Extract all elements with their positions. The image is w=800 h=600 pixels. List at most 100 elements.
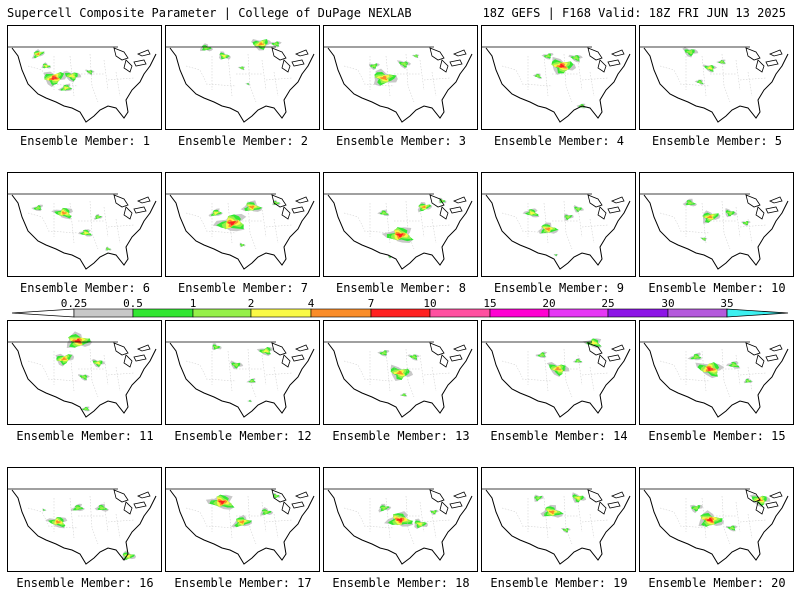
state-line — [431, 218, 437, 244]
great-lake — [597, 354, 607, 368]
state-line — [265, 77, 293, 81]
scp-blob — [407, 354, 420, 361]
colorbar-segment — [192, 308, 252, 318]
state-line — [185, 507, 207, 525]
us-map — [166, 39, 315, 123]
scp-blob — [239, 242, 246, 248]
state-line — [543, 497, 549, 539]
great-lake — [449, 354, 463, 362]
state-line — [501, 360, 523, 378]
ensemble-map-panel — [481, 467, 636, 572]
state-line — [89, 200, 99, 250]
colorbar-segment — [489, 308, 550, 318]
colorbar-segment — [667, 308, 728, 318]
state-line — [423, 224, 451, 228]
coastline — [643, 342, 789, 418]
scp-blob — [42, 508, 47, 512]
scp-blob — [269, 41, 282, 48]
scp-blob — [41, 62, 52, 69]
great-lake — [765, 206, 779, 214]
ensemble-member-label: Ensemble Member: 3 — [335, 134, 467, 148]
us-map — [8, 193, 157, 270]
colorbar-tick-label: 35 — [720, 297, 734, 310]
state-line — [205, 525, 237, 529]
great-lake — [291, 501, 305, 509]
scp-blob — [377, 349, 390, 357]
state-line — [385, 202, 391, 244]
great-lake — [137, 49, 151, 57]
great-lake — [765, 501, 779, 509]
scp-blob — [93, 213, 103, 220]
state-line — [405, 53, 415, 103]
state-line — [701, 350, 707, 392]
state-line — [115, 513, 121, 539]
state-line — [405, 348, 415, 398]
us-map — [324, 193, 473, 270]
us-map — [640, 193, 789, 270]
great-lake — [745, 47, 761, 61]
great-lake — [281, 59, 291, 73]
state-line — [261, 354, 267, 386]
state-line — [385, 497, 391, 539]
coastline — [643, 194, 789, 270]
state-line — [103, 206, 109, 238]
us-map — [324, 488, 473, 565]
colorbar-tick-label: 4 — [307, 297, 315, 310]
great-lake — [755, 501, 765, 515]
scp-blob — [560, 527, 571, 534]
ensemble-member-label: Ensemble Member: 17 — [174, 576, 312, 590]
state-line — [423, 77, 451, 81]
state-line — [419, 354, 425, 386]
scp-blob — [80, 406, 90, 412]
state-line — [563, 200, 573, 250]
state-line — [521, 378, 553, 382]
great-lake — [295, 491, 309, 499]
great-lake — [271, 489, 287, 503]
great-lake — [769, 196, 783, 204]
great-lake — [113, 342, 129, 356]
great-lake — [453, 491, 467, 499]
great-lake — [607, 206, 621, 214]
great-lake — [439, 206, 449, 220]
scp-blob — [396, 60, 411, 69]
colorbar-tick-label: 30 — [661, 297, 675, 310]
state-line — [501, 507, 523, 525]
us-map — [8, 488, 157, 565]
colorbar-segment — [73, 308, 134, 318]
state-line — [261, 206, 267, 238]
ensemble-member-label: Ensemble Member: 8 — [335, 281, 467, 295]
ensemble-member-label: Ensemble Member: 9 — [493, 281, 625, 295]
scp-blob — [546, 362, 570, 378]
page-title: Supercell Composite Parameter | College … — [7, 6, 412, 20]
great-lake — [137, 196, 151, 204]
scp-blob — [55, 353, 75, 367]
great-lake — [745, 194, 761, 208]
coastline — [169, 194, 315, 270]
great-lake — [133, 206, 147, 214]
great-lake — [429, 489, 445, 503]
scp-blob — [573, 204, 584, 213]
colorbar-segment — [310, 308, 372, 318]
state-line — [107, 224, 135, 228]
us-map — [8, 331, 157, 418]
ensemble-map-panel — [323, 25, 478, 130]
state-line — [721, 200, 731, 250]
ensemble-member-label: Ensemble Member: 18 — [332, 576, 470, 590]
scp-blob — [246, 378, 256, 384]
great-lake — [587, 194, 603, 208]
scp-blob — [740, 220, 751, 227]
us-map — [166, 341, 315, 418]
state-line — [679, 83, 711, 87]
state-line — [721, 53, 731, 103]
great-lake — [587, 47, 603, 61]
state-line — [589, 71, 595, 97]
color-scale-bar — [11, 308, 789, 318]
coastline — [327, 489, 473, 565]
state-line — [185, 212, 207, 230]
scp-blob — [78, 229, 93, 237]
great-lake — [765, 354, 779, 362]
scp-blob — [378, 503, 392, 513]
great-lake — [123, 501, 133, 515]
scp-blob — [572, 357, 583, 364]
scp-blob — [205, 494, 235, 510]
